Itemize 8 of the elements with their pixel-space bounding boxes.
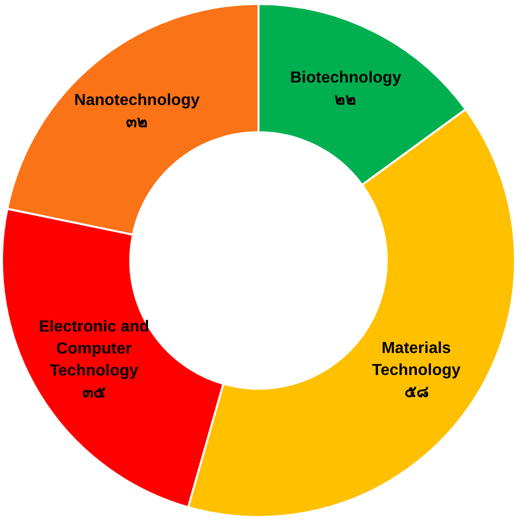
slice-label: Nanotechnology (74, 92, 200, 109)
data-label: ๓๕ (82, 384, 106, 402)
slice-label: Electronic and Computer Technology (38, 318, 150, 380)
data-label: ๓๒ (126, 114, 148, 131)
slice-label: Materials Technology (372, 340, 461, 379)
data-label: ๒๒ (334, 91, 357, 108)
slice-label: Biotechnology (290, 69, 402, 86)
data-label: ๕๘ (404, 384, 428, 401)
